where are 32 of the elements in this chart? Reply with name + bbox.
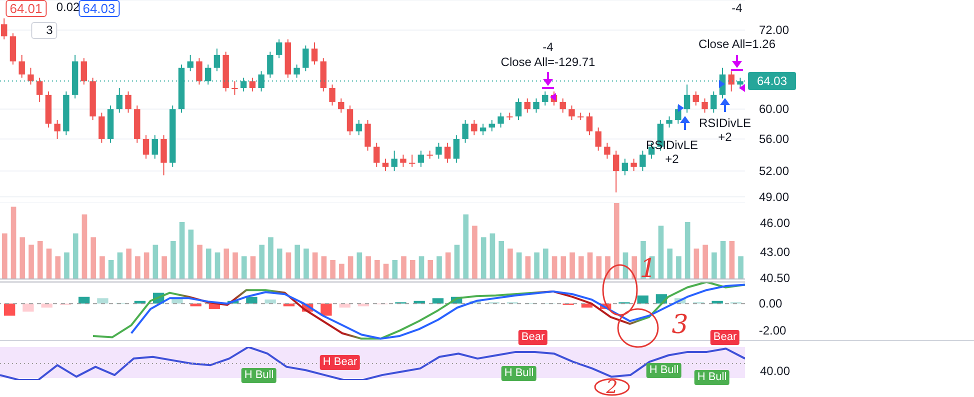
annotation: Close All=1.26 [698, 37, 776, 52]
text: 40.50 [760, 271, 790, 286]
y-tick-label: 72.00 [759, 23, 790, 38]
y-tick-label: 0.00 [759, 296, 783, 311]
annotation: -4 [542, 40, 554, 55]
annotation: +2 [665, 152, 679, 167]
annotation: 3 [672, 310, 688, 340]
y-tick-label: -2.00 [759, 324, 787, 338]
annotation: H Bull [501, 366, 537, 381]
y-tick-label: 49.00 [759, 190, 790, 204]
text: 46.00 [760, 216, 790, 231]
annotation: H Bear [320, 355, 360, 370]
y-tick-label: 60.00 [759, 102, 790, 116]
annotation: RSIDivLE [698, 116, 752, 131]
text: 40.00 [760, 364, 790, 379]
annotation: 0.02 [56, 0, 80, 15]
annotation: Bear [710, 330, 740, 345]
annotation: 2 [606, 377, 618, 397]
annotation: +2 [718, 130, 732, 145]
annotation: Bear [518, 330, 548, 345]
annotation: Close All=-129.71 [500, 55, 596, 70]
text: 43.00 [760, 245, 790, 260]
annotation: 64.01 [6, 0, 46, 17]
y-tick-label: 56.00 [759, 132, 790, 146]
annotation: -4 [732, 1, 742, 16]
annotation: 3 [31, 22, 57, 39]
y-tick-label: 52.00 [759, 164, 790, 178]
annotation: H Bull [241, 368, 277, 383]
annotation: H Bull [646, 363, 682, 378]
annotation: H Bull [694, 370, 730, 385]
annotation: 64.03 [78, 0, 120, 17]
ref-line-label: 64.03 [756, 74, 788, 88]
